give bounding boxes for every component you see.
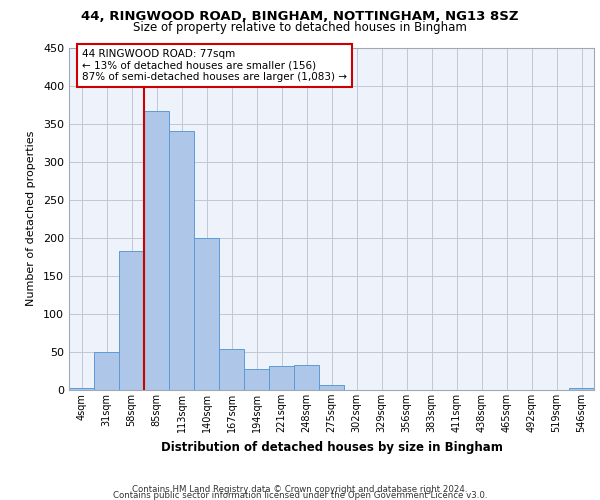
Bar xyxy=(569,388,594,390)
Bar xyxy=(294,365,319,390)
Bar xyxy=(269,366,294,390)
Bar xyxy=(69,388,94,390)
X-axis label: Distribution of detached houses by size in Bingham: Distribution of detached houses by size … xyxy=(161,440,502,454)
Bar xyxy=(319,386,344,390)
Bar xyxy=(169,131,194,390)
Bar xyxy=(94,352,119,390)
Text: Size of property relative to detached houses in Bingham: Size of property relative to detached ho… xyxy=(133,22,467,35)
Bar xyxy=(219,349,244,390)
Text: 44 RINGWOOD ROAD: 77sqm
← 13% of detached houses are smaller (156)
87% of semi-d: 44 RINGWOOD ROAD: 77sqm ← 13% of detache… xyxy=(82,49,347,82)
Bar xyxy=(194,238,219,390)
Text: Contains HM Land Registry data © Crown copyright and database right 2024.: Contains HM Land Registry data © Crown c… xyxy=(132,485,468,494)
Bar xyxy=(144,110,169,390)
Bar xyxy=(244,370,269,390)
Text: Contains public sector information licensed under the Open Government Licence v3: Contains public sector information licen… xyxy=(113,491,487,500)
Y-axis label: Number of detached properties: Number of detached properties xyxy=(26,131,36,306)
Bar xyxy=(119,252,144,390)
Text: 44, RINGWOOD ROAD, BINGHAM, NOTTINGHAM, NG13 8SZ: 44, RINGWOOD ROAD, BINGHAM, NOTTINGHAM, … xyxy=(81,10,519,23)
